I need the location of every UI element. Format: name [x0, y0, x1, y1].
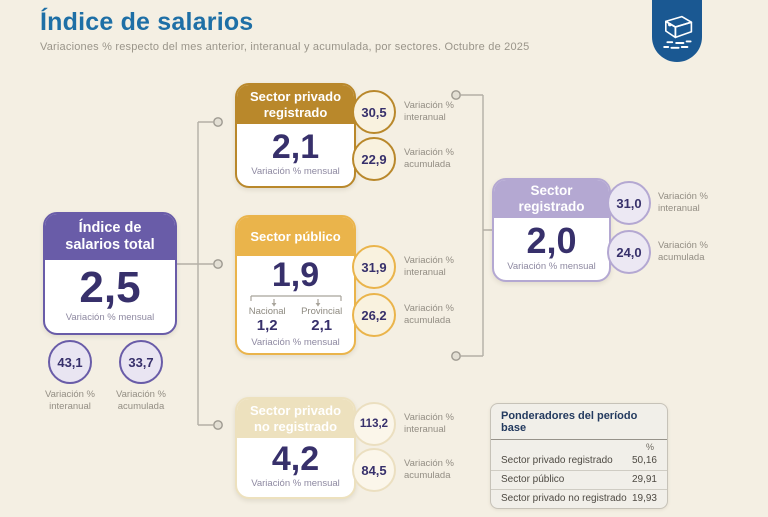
monthly-label: Variación % mensual	[507, 260, 596, 272]
page-subtitle: Variaciones % respecto del mes anterior,…	[40, 41, 530, 53]
priv-reg-accumulated-circle: 22,9	[352, 137, 396, 181]
card-title: Sector privado registrado	[237, 85, 354, 124]
interannual-label: Variación % interanual	[404, 100, 454, 123]
monthly-label: Variación % mensual	[251, 165, 340, 177]
publico-interannual-circle: 31,9	[352, 245, 396, 289]
accumulated-label: Variación % acumulada	[116, 389, 166, 412]
page-title: Índice de salarios	[40, 8, 254, 36]
provincial-value: 2,1	[311, 317, 333, 335]
row-value: 29,91	[631, 474, 657, 485]
card-title: Índice de salarios total	[45, 214, 175, 260]
node-dot	[213, 259, 223, 269]
indec-logo	[652, 0, 702, 62]
total-monthly-value: 2,5	[79, 263, 141, 313]
weights-table-title: Ponderadores del período base	[491, 404, 667, 440]
total-accumulated-circle: 33,7	[119, 340, 163, 384]
registrado-accumulated-circle: 24,0	[607, 230, 651, 274]
row-label: Sector privado no registrado	[501, 493, 627, 504]
card-title: Sector registrado	[494, 180, 609, 218]
accumulated-label: Variación % acumulada	[658, 240, 708, 263]
ballot-box-icon	[663, 15, 693, 49]
monthly-label: Variación % mensual	[65, 312, 155, 324]
row-label: Sector público	[501, 474, 565, 485]
percent-column-header: %	[645, 442, 654, 452]
priv-reg-monthly-value: 2,1	[271, 127, 320, 166]
row-value: 50,16	[631, 455, 657, 466]
nacional-value: 1,2	[256, 317, 278, 335]
table-row: Sector privado no registrado 19,93	[491, 489, 667, 508]
row-label: Sector privado registrado	[501, 455, 613, 466]
interannual-label: Variación % interanual	[404, 255, 454, 278]
monthly-label: Variación % mensual	[251, 478, 340, 490]
table-row: Sector público 29,91	[491, 470, 667, 489]
nacional-label: Nacional	[248, 305, 286, 317]
provincial-label: Provincial	[301, 305, 343, 317]
priv-noreg-accumulated-circle: 84,5	[352, 448, 396, 492]
priv-reg-interannual-circle: 30,5	[352, 90, 396, 134]
node-dot	[451, 351, 461, 361]
row-value: 19,93	[631, 493, 657, 504]
node-dot	[451, 90, 461, 100]
weights-table: Ponderadores del período base % Sector p…	[490, 403, 668, 509]
registrado-interannual-circle: 31,0	[607, 181, 651, 225]
total-interannual-circle: 43,1	[48, 340, 92, 384]
interannual-label: Variación % interanual	[658, 191, 708, 214]
card-sector-privado-registrado: Sector privado registrado 2,1 Variación …	[235, 83, 356, 188]
priv-noreg-interannual-circle: 113,2	[352, 402, 396, 446]
publico-accumulated-circle: 26,2	[352, 293, 396, 337]
card-title: Sector público	[237, 217, 354, 256]
table-row: Sector privado registrado 50,16	[491, 452, 667, 470]
monthly-label: Variación % mensual	[251, 336, 340, 348]
interannual-label: Variación % interanual	[45, 389, 95, 412]
card-sector-registrado: Sector registrado 2,0 Variación % mensua…	[492, 178, 611, 282]
split-bracket	[249, 295, 342, 307]
interannual-label: Variación % interanual	[404, 412, 454, 435]
card-title: Sector privado no registrado	[237, 399, 354, 438]
node-dot	[213, 420, 223, 430]
accumulated-label: Variación % acumulada	[404, 303, 454, 326]
card-sector-privado-no-registrado: Sector privado no registrado 4,2 Variaci…	[235, 397, 356, 499]
accumulated-label: Variación % acumulada	[404, 147, 454, 170]
priv-noreg-monthly-value: 4,2	[271, 440, 320, 479]
card-sector-publico: Sector público 1,9 Nacional 1,2 Provinci…	[235, 215, 356, 355]
card-indice-salarios-total: Índice de salarios total 2,5 Variación %…	[43, 212, 177, 335]
accumulated-label: Variación % acumulada	[404, 458, 454, 481]
node-dot	[213, 117, 223, 127]
publico-monthly-value: 1,9	[271, 255, 320, 294]
registrado-monthly-value: 2,0	[526, 219, 577, 261]
